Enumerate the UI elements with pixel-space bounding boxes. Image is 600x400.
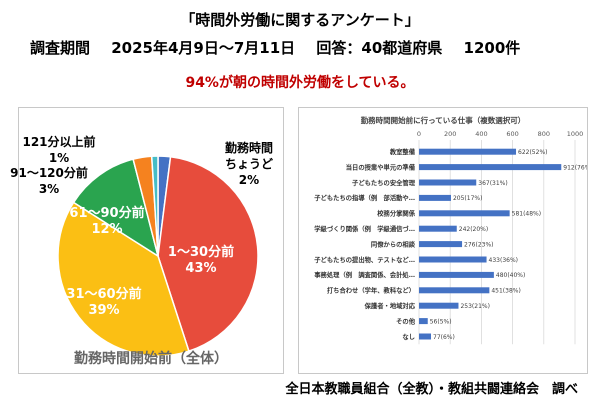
response-label: 回答：40都道府県 [316,39,443,57]
bar-data-label: 912(76%) [563,164,587,171]
bar [419,210,510,217]
bar-data-label: 56(5%) [430,318,452,325]
pie-slice [72,158,160,258]
pie-label-line: 121分以上前 [22,135,96,149]
pie-slice [150,155,159,257]
bar-data-label: 242(20%) [459,226,488,233]
survey-period-value: 2025年4月9日～7月11日 [111,39,296,57]
bar-chart-title: 勤務時間開始前に行っている仕事（複数選択可） [361,115,526,125]
bar [419,225,457,232]
bar-category-label: 打ち合わせ（学年、教科など） [327,286,415,295]
bar-data-label: 622(52%) [518,149,547,156]
bar-data-label: 276(23%) [464,241,493,248]
pie-label-line: 3% [38,182,60,196]
pie-slice [57,201,190,357]
bar [419,256,487,263]
bar-data-label: 205(17%) [453,195,482,202]
bar-category-label: 教室整備 [390,147,416,156]
pie-slice-label: 31～60分前 39% [66,287,141,319]
bar-category-label: 校務分掌関係 [377,209,415,218]
bar [419,302,459,309]
bar-tick-label: 0 [417,130,421,138]
pie-chart [57,155,259,357]
pie-label-line: 61～90分前 [69,206,145,221]
pie-slice-label: 121分以上前 1% [22,134,95,166]
pie-slice-label: 勤務時間ちょうど 2% [225,140,273,188]
pie-chart-title: 勤務時間開始前（全体） [74,351,228,367]
pie-label-line: 12% [91,222,123,237]
response-count: 1200件 [463,39,521,57]
pie-label-line: 31～60分前 [66,287,142,302]
bar-tick-label: 400 [475,130,487,138]
bar-category-label: 当日の授業や単元の準備 [346,162,416,171]
pie-label-line: ちょうど [224,157,274,171]
pie-label-line: 1～30分前 [167,245,235,260]
bar-tick-label: 200 [444,130,456,138]
bar-data-label: 77(6%) [433,334,455,341]
pie-label-line: 91～120分前 [10,166,88,180]
pie-slice-label: 91～120分前 3% [10,165,88,197]
bar-chart-panel: 勤務時間開始前に行っている仕事（複数選択可） 0 200 400 600 800 1000 教… [298,107,588,374]
bar-category-label: 子どもたちの指導（例 部活動や… [314,193,415,202]
bar-tick-label: 600 [506,130,518,138]
bar [419,271,494,278]
survey-info: 調査期間 2025年4月9日～7月11日 回答：40都道府県 1200件 [30,37,536,58]
bar-data-label: 581(48%) [512,211,541,218]
pie-label-line: 勤務時間 [224,141,274,155]
bar [419,287,490,294]
bar [419,194,451,201]
bar-data-label: 367(31%) [478,180,507,187]
bar [419,164,562,171]
pie-label-line: 43% [185,261,217,276]
bar-tick-label: 1000 [567,130,584,138]
bar [419,148,517,155]
bar-tick-label: 800 [538,130,550,138]
page-title: 「時間外労働に関するアンケート」 [180,11,420,29]
bar-category-label: 子どもたちの提出物、テストなど… [314,255,415,264]
headline: 94%が朝の時間外労働をしている。 [185,75,415,91]
survey-period-label: 調査期間 [30,39,91,57]
pie-slice-label: 61～90分前 12% [69,206,144,238]
bar [419,333,432,340]
bar-category-label: その他 [396,316,416,325]
bar-category-label: なし [402,332,415,341]
bar-category-label: 学級づくり関係（例 学級通信づ… [314,224,415,233]
bar-data-label: 480(40%) [496,272,525,279]
pie-label-line: 39% [88,303,120,318]
pie-slice-label: 1～30分前 43% [168,245,234,277]
bar [419,318,428,325]
bar-chart: 勤務時間開始前に行っている仕事（複数選択可） 0 200 400 600 800 1000 教… [314,115,587,345]
bar [419,241,463,248]
bar-category-label: 保護者・地域対応 [364,301,416,310]
bar-data-label: 451(38%) [491,288,520,295]
pie-slice [157,155,259,353]
pie-label-line: 1% [48,151,70,165]
pie-label-line: 2% [238,173,260,187]
bar-category-label: 事務処理（例 調査関係、会計処… [314,270,415,279]
bar-category-label: 子どもたちの安全管理 [352,178,416,187]
source-footer: 全日本教職員組合（全教）・教組共闘連絡会 調べ [285,382,578,397]
bar [419,179,477,186]
bar-data-label: 433(36%) [489,257,518,264]
bar-category-label: 同僚からの相談 [371,239,416,248]
pie-chart-panel: 勤務時間ちょうど 2% 1～30分前 43% 31～60分前 39% 61～90分前 12% 9… [10,107,284,374]
bar-data-label: 253(21%) [460,303,489,310]
